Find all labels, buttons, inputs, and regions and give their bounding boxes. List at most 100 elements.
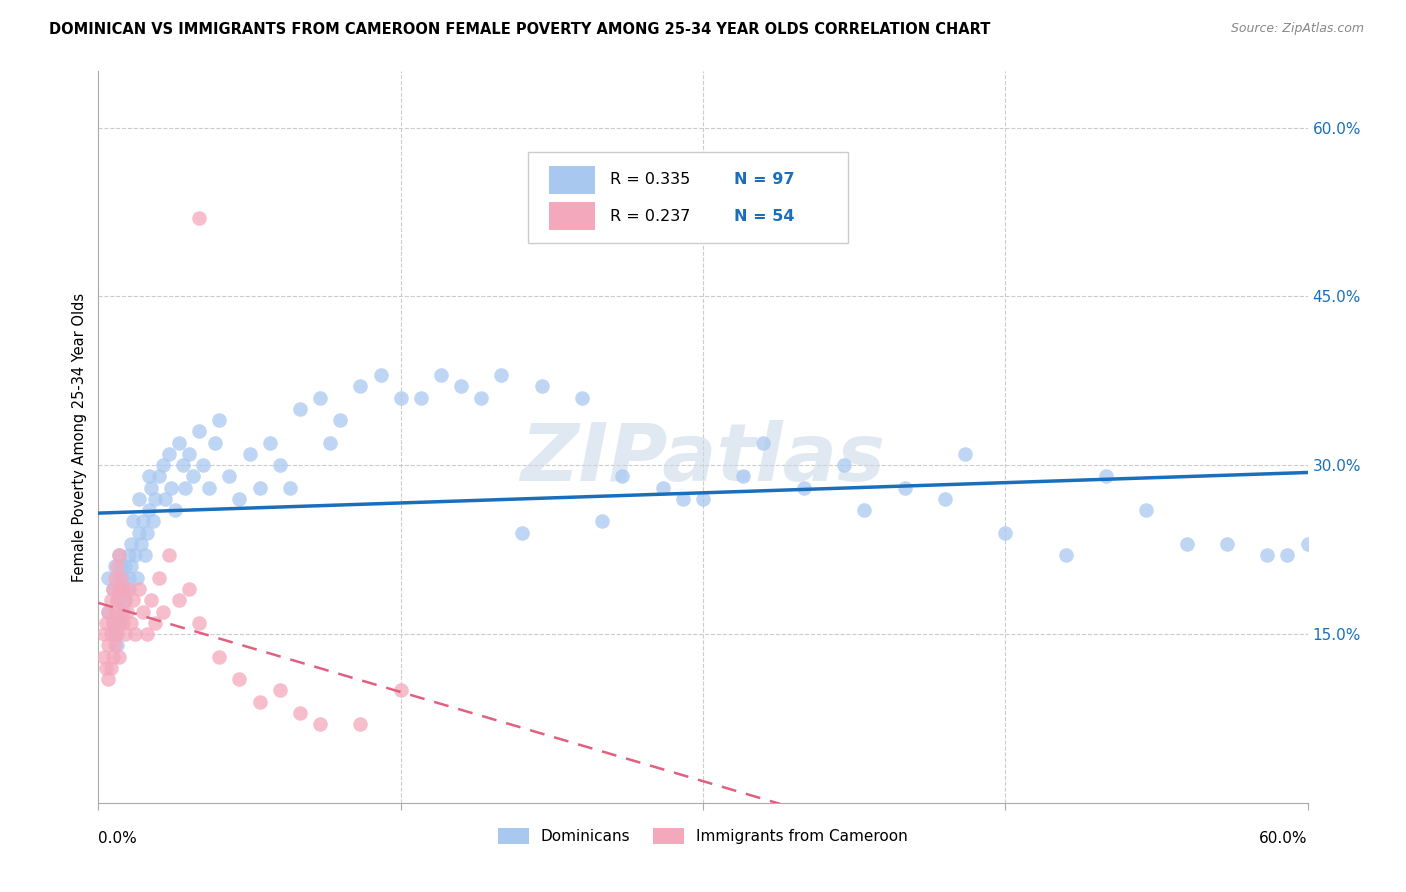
Point (101, 615, 124, 630)
Point (97, 672, 120, 686)
Point (152, 605, 174, 619)
Point (148, 469, 170, 483)
Point (120, 559, 142, 574)
Point (93, 627, 115, 641)
Point (96, 615, 118, 630)
Text: N = 54: N = 54 (734, 209, 794, 224)
Point (409, 391, 432, 405)
Point (128, 582, 150, 596)
Point (105, 593, 128, 607)
Point (370, 368, 392, 383)
Point (218, 469, 240, 483)
Point (100, 593, 122, 607)
Point (139, 481, 162, 495)
Point (288, 401, 311, 416)
Point (160, 481, 183, 495)
Point (430, 368, 453, 383)
Point (139, 593, 162, 607)
Point (114, 593, 136, 607)
Point (118, 571, 141, 585)
Point (124, 548, 146, 562)
Point (1135, 503, 1157, 517)
Point (228, 491, 250, 506)
Point (107, 593, 129, 607)
Point (101, 582, 124, 596)
Point (111, 582, 134, 596)
Point (100, 627, 122, 641)
Point (129, 537, 152, 551)
Point (239, 447, 262, 461)
Point (148, 571, 170, 585)
Point (188, 615, 211, 630)
Point (179, 447, 201, 461)
Point (114, 593, 136, 607)
Point (259, 435, 281, 450)
Point (1277, 548, 1299, 562)
Point (733, 469, 755, 483)
Point (115, 582, 138, 596)
Point (118, 582, 141, 596)
Point (124, 627, 146, 641)
Point (188, 425, 211, 439)
Point (181, 469, 204, 483)
Point (120, 615, 142, 630)
Point (128, 491, 150, 506)
Point (97, 571, 120, 585)
Point (120, 537, 142, 551)
Point (349, 717, 371, 731)
Point (450, 379, 472, 393)
Point (97, 605, 120, 619)
Point (138, 469, 160, 483)
Point (110, 559, 132, 574)
Point (591, 515, 613, 529)
Point (491, 368, 513, 383)
Point (672, 491, 695, 506)
Point (208, 649, 231, 664)
Text: DOMINICAN VS IMMIGRANTS FROM CAMEROON FEMALE POVERTY AMONG 25-34 YEAR OLDS CORRE: DOMINICAN VS IMMIGRANTS FROM CAMEROON FE… (49, 22, 991, 37)
Point (93, 649, 115, 664)
Point (1054, 548, 1077, 562)
Point (143, 615, 166, 630)
Point (1296, 537, 1319, 551)
Point (179, 582, 201, 596)
Text: 60.0%: 60.0% (1260, 831, 1308, 846)
Point (188, 211, 211, 225)
Point (135, 627, 157, 641)
Point (121, 593, 143, 607)
Point (105, 593, 128, 607)
Point (97, 638, 120, 652)
Text: Source: ZipAtlas.com: Source: ZipAtlas.com (1230, 22, 1364, 36)
Point (138, 503, 160, 517)
Point (193, 458, 215, 473)
Point (143, 491, 166, 506)
Point (278, 481, 301, 495)
Point (118, 548, 141, 562)
Point (793, 481, 815, 495)
Point (167, 435, 190, 450)
Point (157, 447, 180, 461)
Point (288, 706, 311, 720)
Point (163, 503, 186, 517)
Point (571, 391, 593, 405)
Point (128, 525, 150, 540)
Point (204, 435, 226, 450)
Point (114, 559, 136, 574)
Point (110, 605, 132, 619)
Point (107, 615, 129, 630)
Point (107, 548, 129, 562)
Point (103, 605, 125, 619)
Point (269, 683, 291, 698)
Point (152, 458, 174, 473)
Point (167, 593, 190, 607)
Point (114, 627, 136, 641)
Point (228, 672, 250, 686)
Point (1095, 469, 1118, 483)
Point (103, 638, 125, 652)
Point (105, 559, 128, 574)
Point (893, 481, 915, 495)
Point (208, 413, 231, 427)
FancyBboxPatch shape (527, 152, 848, 244)
Point (319, 435, 342, 450)
Text: 0.0%: 0.0% (98, 831, 138, 846)
Point (269, 458, 291, 473)
